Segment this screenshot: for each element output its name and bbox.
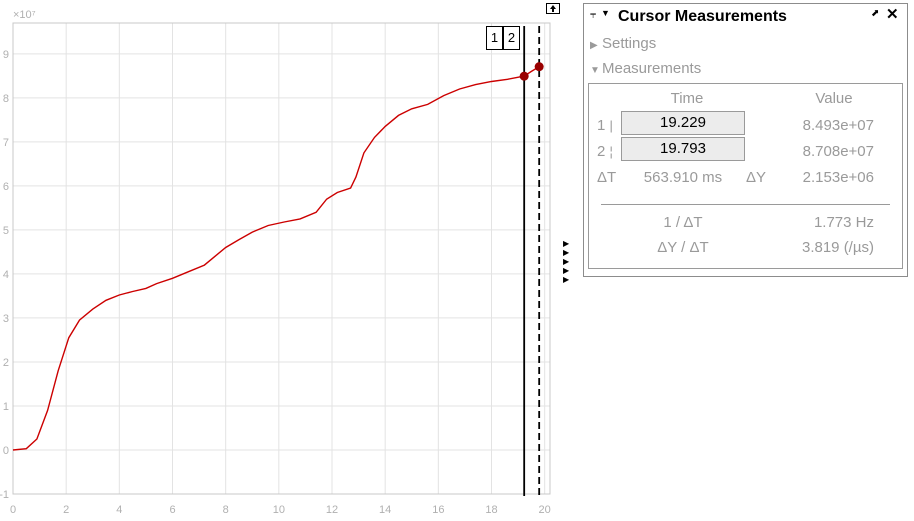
pin-icon[interactable]: ⫧: [590, 9, 597, 21]
settings-section-toggle[interactable]: ▶ Settings: [590, 35, 656, 52]
undock-plot-icon[interactable]: [546, 3, 560, 14]
y-tick-label: 0: [3, 445, 9, 457]
x-tick-label: 6: [169, 504, 175, 516]
y-tick-label: 7: [3, 137, 9, 149]
arrow-right-icon[interactable]: ▶: [563, 239, 570, 248]
marker-arrows[interactable]: ▶ ▶ ▶ ▶ ▶: [563, 239, 573, 284]
cursor-1-value: 8.493e+07: [802, 117, 874, 134]
y-tick-label: 9: [3, 49, 9, 61]
arrow-right-icon[interactable]: ▶: [563, 266, 570, 275]
collapse-triangle-icon: ▼: [590, 65, 600, 76]
cursor-1-tag[interactable]: 1: [486, 26, 503, 50]
x-tick-label: 4: [116, 504, 122, 516]
measurements-label: Measurements: [602, 60, 702, 77]
slope-label: ΔY / ΔT: [657, 239, 709, 256]
x-tick-label: 8: [223, 504, 229, 516]
cursor-2-label: 2 ¦: [597, 143, 613, 160]
cursor-2-tag[interactable]: 2: [503, 26, 520, 50]
cursor-1-label: 1 |: [597, 117, 613, 134]
signal-trace: [12, 66, 540, 451]
y-tick-label: 5: [3, 225, 9, 237]
divider: [601, 204, 890, 205]
close-icon[interactable]: ✕: [886, 6, 899, 23]
x-tick-label: 2: [63, 504, 69, 516]
delta-y-label: ΔY: [746, 169, 767, 186]
arrow-right-icon[interactable]: ▶: [563, 248, 570, 257]
x-tick-label: 10: [273, 504, 285, 516]
x-tick-label: 16: [432, 504, 444, 516]
y-tick-label: 2: [3, 357, 9, 369]
undock-panel-icon[interactable]: ⬈: [871, 8, 880, 19]
x-tick-label: 0: [10, 504, 16, 516]
cursor-measurements-panel: ⫧ ▼ Cursor Measurements ⬈ ✕ ▶ Settings ▼ M…: [583, 3, 908, 277]
cursor-1-marker[interactable]: [519, 71, 529, 81]
arrow-right-icon[interactable]: ▶: [563, 275, 570, 284]
cursor-2-value: 8.708e+07: [802, 143, 874, 160]
x-tick-label: 12: [326, 504, 338, 516]
collapse-triangle-icon[interactable]: ▼: [601, 8, 610, 18]
cursor-2-time-field[interactable]: 19.793: [621, 137, 745, 161]
delta-t-label: ΔT: [597, 169, 617, 186]
expand-triangle-icon: ▶: [590, 40, 598, 51]
y-tick-label: 4: [3, 269, 9, 281]
inverse-delta-t-value: 1.773 Hz: [813, 214, 874, 231]
y-tick-label: 1: [3, 401, 9, 413]
measurements-section-toggle[interactable]: ▼ Measurements: [590, 60, 701, 77]
y-tick-label: 8: [3, 93, 9, 105]
panel-header: ⫧ ▼ Cursor Measurements ⬈ ✕: [584, 4, 907, 30]
panel-title: Cursor Measurements: [618, 8, 787, 25]
column-header-time: Time: [670, 90, 704, 107]
y-tick-label: 6: [3, 181, 9, 193]
delta-y-value: 2.153e+06: [802, 169, 874, 186]
x-tick-label: 14: [379, 504, 391, 516]
cursor-2-marker[interactable]: [534, 62, 544, 72]
slope-value: 3.819 (/µs): [801, 239, 874, 256]
dashed-line-icon: ¦: [609, 144, 613, 159]
arrow-right-icon[interactable]: ▶: [563, 257, 570, 266]
y-tick-label: 3: [3, 313, 9, 325]
measurements-table: Time Value 1 | 19.229 8.493e+07 2 ¦ 19.7…: [588, 83, 903, 269]
settings-label: Settings: [602, 35, 657, 52]
column-header-value: Value: [815, 90, 853, 107]
y-tick-label: -1: [0, 489, 9, 501]
x-tick-label: 20: [539, 504, 551, 516]
cursor-1-time-field[interactable]: 19.229: [621, 111, 745, 135]
inverse-delta-t-label: 1 / ΔT: [663, 214, 703, 231]
delta-t-value: 563.910 ms: [643, 169, 723, 186]
y-exponent-label: ×10⁷: [13, 9, 36, 21]
solid-line-icon: |: [609, 118, 613, 133]
axes-frame: [12, 22, 551, 495]
x-tick-label: 18: [485, 504, 497, 516]
